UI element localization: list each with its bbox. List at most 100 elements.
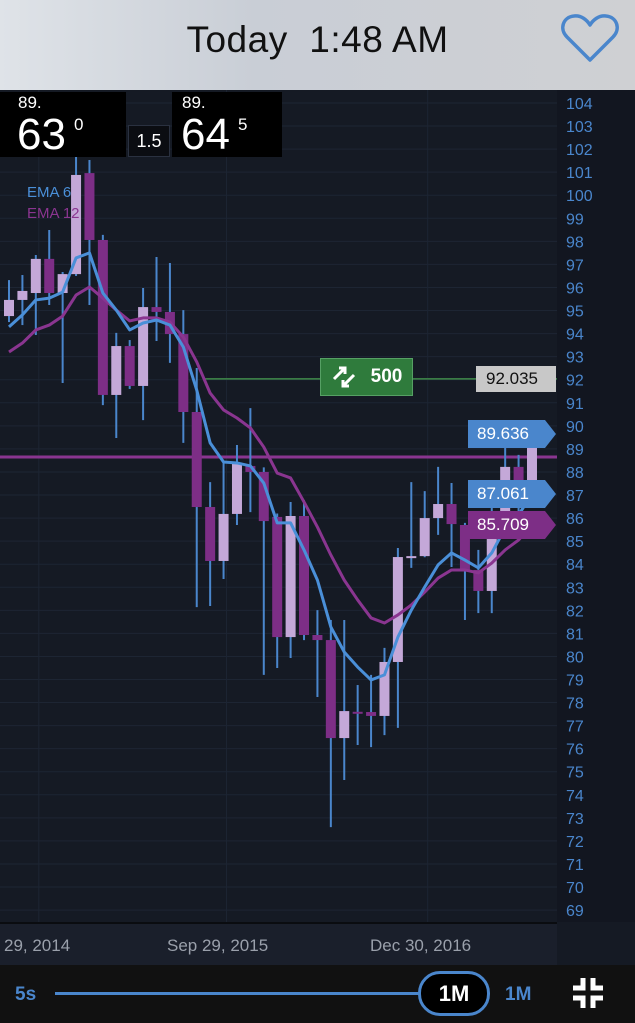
y-tick-label: 71 xyxy=(566,857,584,874)
ema6-line xyxy=(8,251,534,682)
y-tick-label: 77 xyxy=(566,719,584,736)
y-tick-label: 83 xyxy=(566,580,584,597)
candle-body xyxy=(71,174,82,275)
candle-body xyxy=(218,513,229,561)
compress-icon[interactable] xyxy=(570,975,606,1011)
y-tick-label: 98 xyxy=(566,234,584,251)
candle-body xyxy=(352,711,363,714)
bid-sup-digit: 0 xyxy=(74,115,84,134)
y-tick-label: 69 xyxy=(566,903,584,920)
candle-body xyxy=(473,569,484,591)
x-tick-label: 29, 2014 xyxy=(4,936,71,955)
y-tick-label: 82 xyxy=(566,603,584,620)
y-tick-label: 79 xyxy=(566,673,584,690)
bid-prefix: 89. xyxy=(18,93,42,112)
chart-plot[interactable]: 104 103 102 101 100 99 98 97 96 95 94 93 92 91 90 89 88 8… xyxy=(0,90,635,922)
candle-body xyxy=(459,524,470,570)
candle-body xyxy=(17,290,28,300)
heart-outline-icon[interactable] xyxy=(557,10,623,66)
y-tick-label: 100 xyxy=(566,188,593,205)
y-tick-label: 80 xyxy=(566,649,584,666)
candle-body xyxy=(446,504,457,525)
candle-body xyxy=(258,471,269,522)
y-tick-label: 104 xyxy=(566,96,593,113)
x-tick-label: Sep 29, 2015 xyxy=(167,936,269,955)
ema12-line xyxy=(8,285,534,625)
candle-body xyxy=(57,274,68,294)
y-tick-label: 101 xyxy=(566,165,593,182)
y-tick-label: 81 xyxy=(566,626,584,643)
last-price-tag: 89.636 xyxy=(468,420,556,448)
page-title: Today 1:48 AM xyxy=(186,19,449,60)
y-tick-label: 87 xyxy=(566,488,584,505)
y-tick-label: 93 xyxy=(566,350,584,367)
y-tick-label: 99 xyxy=(566,211,584,228)
y-tick-label: 76 xyxy=(566,742,584,759)
ask-big-digits: 64 xyxy=(181,110,230,159)
candle-body xyxy=(205,507,216,561)
trade-amount-button[interactable]: 500 xyxy=(320,358,413,396)
bid-quote[interactable]: 89. 63 0 xyxy=(0,92,126,157)
candle-body xyxy=(97,239,108,395)
y-tick-label: 85 xyxy=(566,534,584,551)
x-tick-label: Dec 30, 2016 xyxy=(370,936,472,955)
legend-ema6: EMA 6 xyxy=(27,184,72,201)
candle-body xyxy=(513,466,524,484)
timeframe-slider[interactable] xyxy=(55,992,423,995)
trade-amount-label: 500 xyxy=(370,366,403,387)
candle-body xyxy=(178,334,189,413)
y-tick-label: 73 xyxy=(566,811,584,828)
candle-body xyxy=(231,462,242,514)
y-tick-label: 78 xyxy=(566,696,584,713)
y-tick-label: 102 xyxy=(566,142,593,159)
spread-value: 1.5 xyxy=(128,125,170,157)
y-tick-label: 103 xyxy=(566,119,593,136)
candle-body xyxy=(406,556,417,559)
y-tick-label: 70 xyxy=(566,880,584,897)
y-tick-label: 92 xyxy=(566,373,584,390)
candle-body xyxy=(285,516,296,638)
candle-body xyxy=(526,434,537,484)
timeframe-min-label[interactable]: 5s xyxy=(15,984,37,1005)
timeframe-slider-thumb[interactable]: 1M xyxy=(418,971,490,1016)
ask-prefix: 89. xyxy=(182,93,206,112)
candle-body xyxy=(138,307,149,386)
candle-body xyxy=(366,712,377,716)
candle-body xyxy=(4,299,14,317)
order-price-tag: 92.035 xyxy=(476,366,556,392)
candle-body xyxy=(30,258,41,294)
y-tick-label: 72 xyxy=(566,834,584,851)
timeframe-max-label[interactable]: 1M xyxy=(505,984,532,1005)
ask-sup-digit: 5 xyxy=(238,115,248,134)
candle-body xyxy=(325,640,336,739)
candle-body xyxy=(419,518,430,557)
price-chart[interactable]: 104 103 102 101 100 99 98 97 96 95 94 93 92 91 90 89 88 8… xyxy=(0,90,635,965)
y-tick-label: 91 xyxy=(566,396,584,413)
candle-body xyxy=(339,711,350,739)
top-bar: Today 1:48 AM xyxy=(0,0,635,90)
candle-body xyxy=(245,465,256,472)
y-tick-label: 88 xyxy=(566,465,584,482)
ema6-price-tag: 87.061 xyxy=(468,480,556,508)
candle-body xyxy=(392,557,403,662)
y-tick-label: 86 xyxy=(566,511,584,528)
y-tick-label: 94 xyxy=(566,327,584,344)
candle-body xyxy=(272,516,283,638)
bid-big-digits: 63 xyxy=(17,110,66,159)
y-tick-label: 95 xyxy=(566,304,584,321)
y-tick-label: 89 xyxy=(566,442,584,459)
legend-ema12: EMA 12 xyxy=(27,205,80,222)
candle-body xyxy=(44,258,55,294)
swap-arrows-icon xyxy=(332,366,355,388)
candle-body xyxy=(151,307,162,312)
y-tick-label: 90 xyxy=(566,419,584,436)
timeframe-bar: 5s 1M 1M xyxy=(0,965,635,1023)
y-axis-panel xyxy=(557,90,635,922)
candle-body xyxy=(433,504,444,519)
y-tick-label: 84 xyxy=(566,557,584,574)
candle-body xyxy=(84,173,95,240)
ask-quote[interactable]: 89. 64 5 xyxy=(172,92,282,157)
candle-body xyxy=(299,516,310,635)
x-axis: 29, 2014 Sep 29, 2015 Dec 30, 2016 xyxy=(0,922,557,965)
ema12-price-tag: 85.709 xyxy=(468,511,556,539)
